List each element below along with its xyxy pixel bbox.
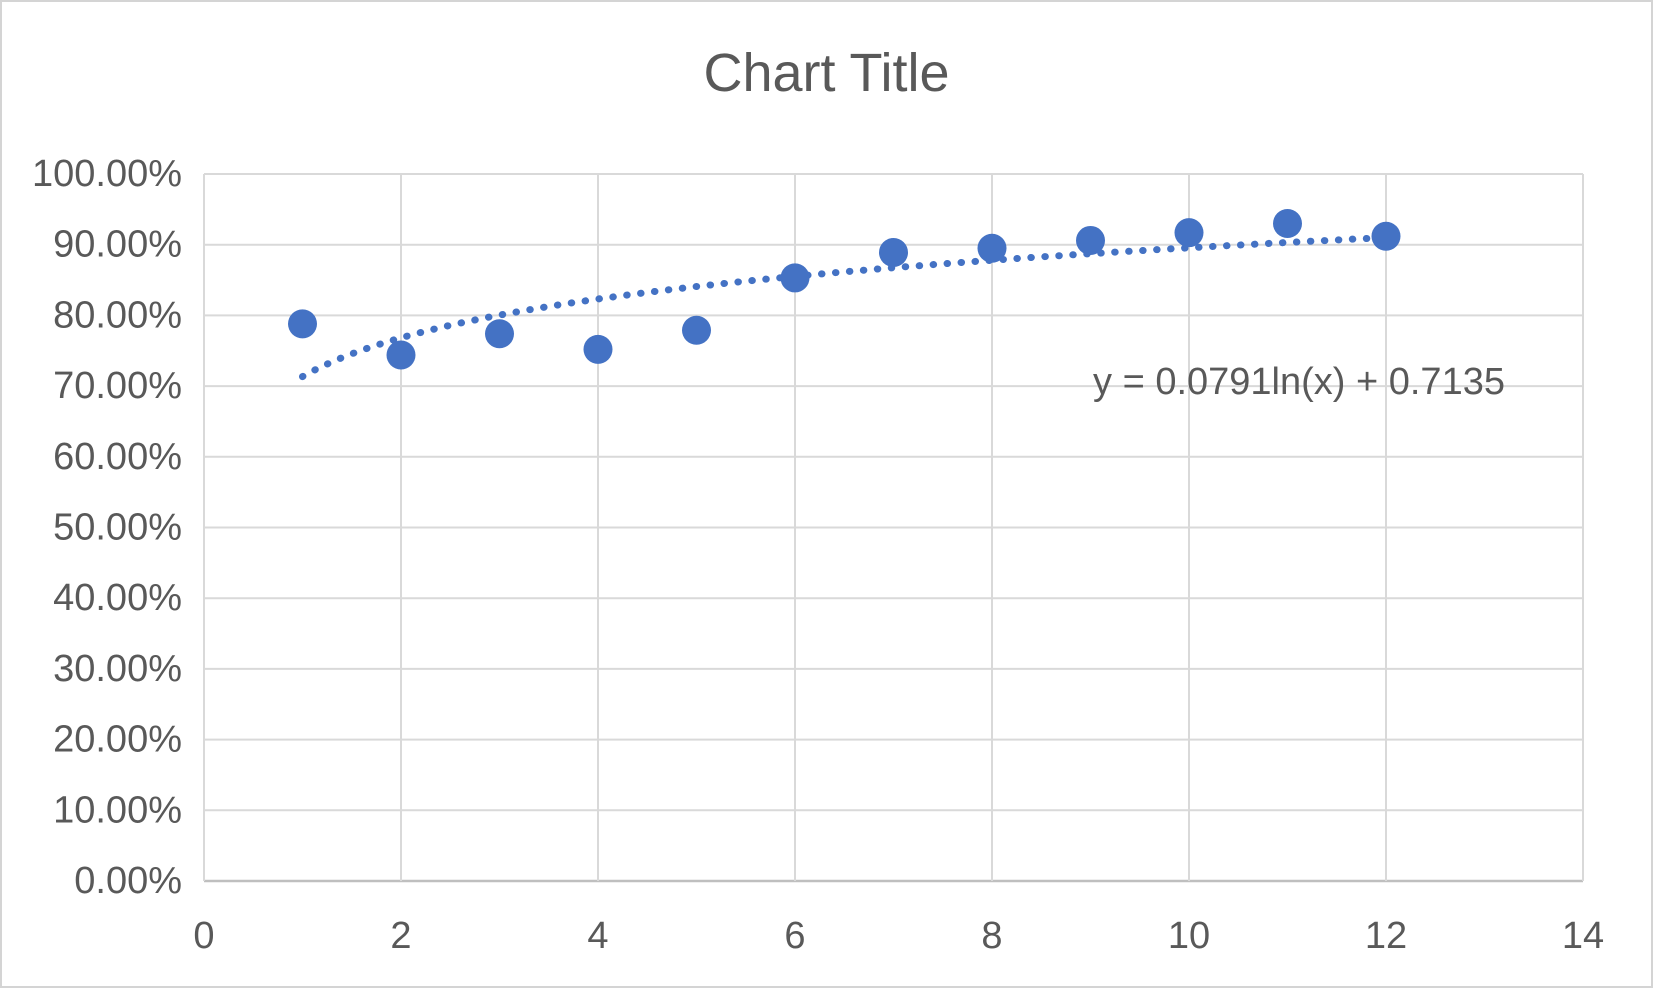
x-tick-label[interactable]: 10 xyxy=(1168,915,1210,957)
x-tick-label[interactable]: 14 xyxy=(1562,915,1604,957)
data-point[interactable] xyxy=(879,237,908,267)
y-tick-label[interactable]: 40.00% xyxy=(53,577,182,619)
data-point[interactable] xyxy=(1273,208,1302,238)
y-tick-label[interactable]: 90.00% xyxy=(53,224,182,266)
y-tick-label[interactable]: 50.00% xyxy=(53,507,182,549)
x-tick-label[interactable]: 0 xyxy=(193,915,214,957)
x-tick-label[interactable]: 2 xyxy=(390,915,411,957)
data-point[interactable] xyxy=(386,340,416,370)
data-point[interactable] xyxy=(583,334,613,364)
data-point[interactable] xyxy=(1174,218,1204,248)
data-point[interactable] xyxy=(682,315,711,345)
y-tick-label[interactable]: 20.00% xyxy=(53,719,182,761)
data-point[interactable] xyxy=(1076,225,1105,255)
x-tick-label[interactable]: 4 xyxy=(587,915,608,957)
y-tick-label[interactable]: 0.00% xyxy=(74,860,182,902)
trendline-dotted[interactable] xyxy=(299,234,1390,381)
chart-title[interactable]: Chart Title xyxy=(703,43,950,103)
y-tick-label[interactable]: 70.00% xyxy=(53,365,182,407)
y-tick-label[interactable]: 30.00% xyxy=(53,648,182,690)
y-tick-label[interactable]: 60.00% xyxy=(53,436,182,478)
data-point[interactable] xyxy=(780,263,810,293)
y-axis-tick-labels: 0.00% 10.00% 20.00% 30.00% 40.00% 50.00% 60.00… xyxy=(32,153,182,902)
x-tick-label[interactable]: 12 xyxy=(1365,915,1407,957)
data-points-group xyxy=(288,208,1401,370)
x-axis-tick-labels: 0 2 4 6 8 10 12 14 xyxy=(193,915,1604,957)
x-tick-label[interactable]: 6 xyxy=(784,915,805,957)
x-tick-label[interactable]: 8 xyxy=(981,915,1002,957)
y-tick-label[interactable]: 100.00% xyxy=(32,153,182,195)
y-tick-label[interactable]: 10.00% xyxy=(53,789,182,831)
data-point[interactable] xyxy=(977,233,1007,263)
data-point[interactable] xyxy=(485,319,514,349)
data-point[interactable] xyxy=(288,309,317,339)
data-point[interactable] xyxy=(1371,221,1401,251)
trendline-equation-label[interactable]: y = 0.0791ln(x) + 0.7135 xyxy=(1093,361,1505,403)
gridlines-group xyxy=(203,173,1584,883)
y-tick-label[interactable]: 80.00% xyxy=(53,294,182,336)
